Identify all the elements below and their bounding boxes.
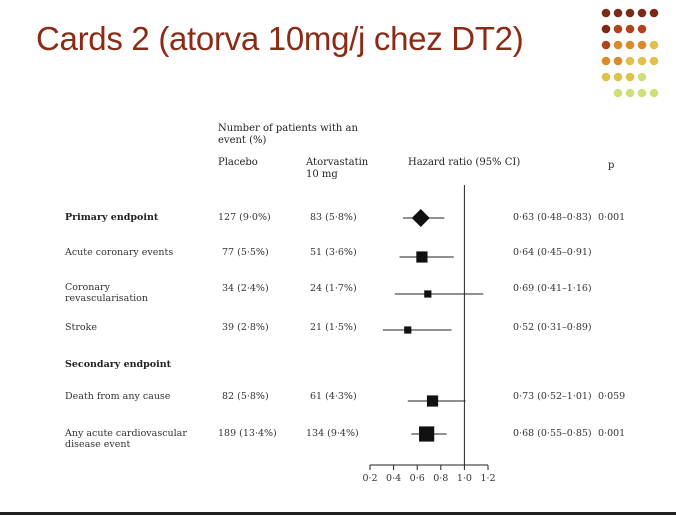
decor-dot [601,56,611,66]
row-p: 0·001 [598,428,626,439]
row-label-primary-endpoint: Primary endpoint [65,212,159,223]
x-tick-label: 1·0 [457,473,472,484]
row-atorva: 51 (3·6%) [310,247,357,258]
decor-dot [625,24,635,34]
row-placebo: 82 (5·8%) [222,391,269,402]
row-atorva: 134 (9·4%) [306,428,359,439]
decor-dot [613,24,623,34]
row-placebo: 34 (2·4%) [222,283,269,294]
decor-dot [613,56,623,66]
decor-dot [625,88,635,98]
decor-dot [613,88,623,98]
point-estimate-square [404,326,412,334]
header-atorvastatin: Atorvastatin 10 mg [306,157,369,180]
decor-dot [649,88,659,98]
header-hazard-ratio: Hazard ratio (95% CI) [408,157,521,168]
row-ci: 0·52 (0·31–0·89) [513,322,592,333]
point-estimate-diamond [411,209,430,227]
header-p: p [608,160,615,171]
decor-dot [625,56,635,66]
row-ci: 0·73 (0·52–1·01) [513,391,592,402]
row-atorva: 61 (4·3%) [310,391,357,402]
decor-dot [613,8,623,18]
row-atorva: 83 (5·8%) [310,212,357,223]
slide-title: Cards 2 (atorva 10mg/j chez DT2) [36,20,524,57]
row-ci: 0·69 (0·41–1·16) [513,283,592,294]
x-tick-label: 0·2 [362,473,377,484]
decor-dot [613,72,623,82]
bottom-border [0,512,676,515]
row-label-secondary-endpoint: Secondary endpoint [65,359,172,370]
row-ci: 0·68 (0·55–0·85) [513,428,592,439]
point-estimate-square [419,426,435,442]
decorative-dots [601,8,659,98]
row-label-stroke: Stroke [65,322,97,333]
decor-dot [649,40,659,50]
row-p: 0·059 [598,391,626,402]
row-atorva: 24 (1·7%) [310,283,357,294]
row-placebo: 77 (5·5%) [222,247,269,258]
decor-dot [649,8,659,18]
header-n-patients: Number of patients with an event (%) [218,123,358,146]
decor-dot [625,40,635,50]
row-placebo: 189 (13·4%) [218,428,277,439]
decor-dot [637,40,647,50]
row-p: 0·001 [598,212,626,223]
x-tick-label: 0·6 [410,473,425,484]
row-atorva: 21 (1·5%) [310,322,357,333]
row-label-acute-coronary: Acute coronary events [65,247,174,258]
point-estimate-square [426,395,439,407]
row-placebo: 39 (2·8%) [222,322,269,333]
decor-dot [637,24,647,34]
decor-dot [637,8,647,18]
x-tick-label: 0·8 [433,473,448,484]
x-tick-label: 1·2 [480,473,495,484]
row-ci: 0·64 (0·45–0·91) [513,247,592,258]
point-estimate-square [416,251,428,263]
row-label-any-acute-cvd: Any acute cardiovascular disease event [65,428,187,450]
row-ci: 0·63 (0·48–0·83) [513,212,592,223]
decor-dot [637,72,647,82]
decor-dot [625,8,635,18]
decor-dot [613,40,623,50]
row-label-coronary-revasc: Coronary revascularisation [65,282,149,304]
decor-dot [625,72,635,82]
decor-dot [601,24,611,34]
x-tick-label: 0·4 [386,473,401,484]
point-estimate-square [424,290,432,298]
decor-dot [649,56,659,66]
decor-dot [601,72,611,82]
row-label-death: Death from any cause [65,391,171,402]
decor-dot [601,8,611,18]
decor-dot [601,40,611,50]
row-placebo: 127 (9·0%) [218,212,271,223]
decor-dot [637,56,647,66]
decor-dot [637,88,647,98]
header-placebo: Placebo [218,157,258,168]
